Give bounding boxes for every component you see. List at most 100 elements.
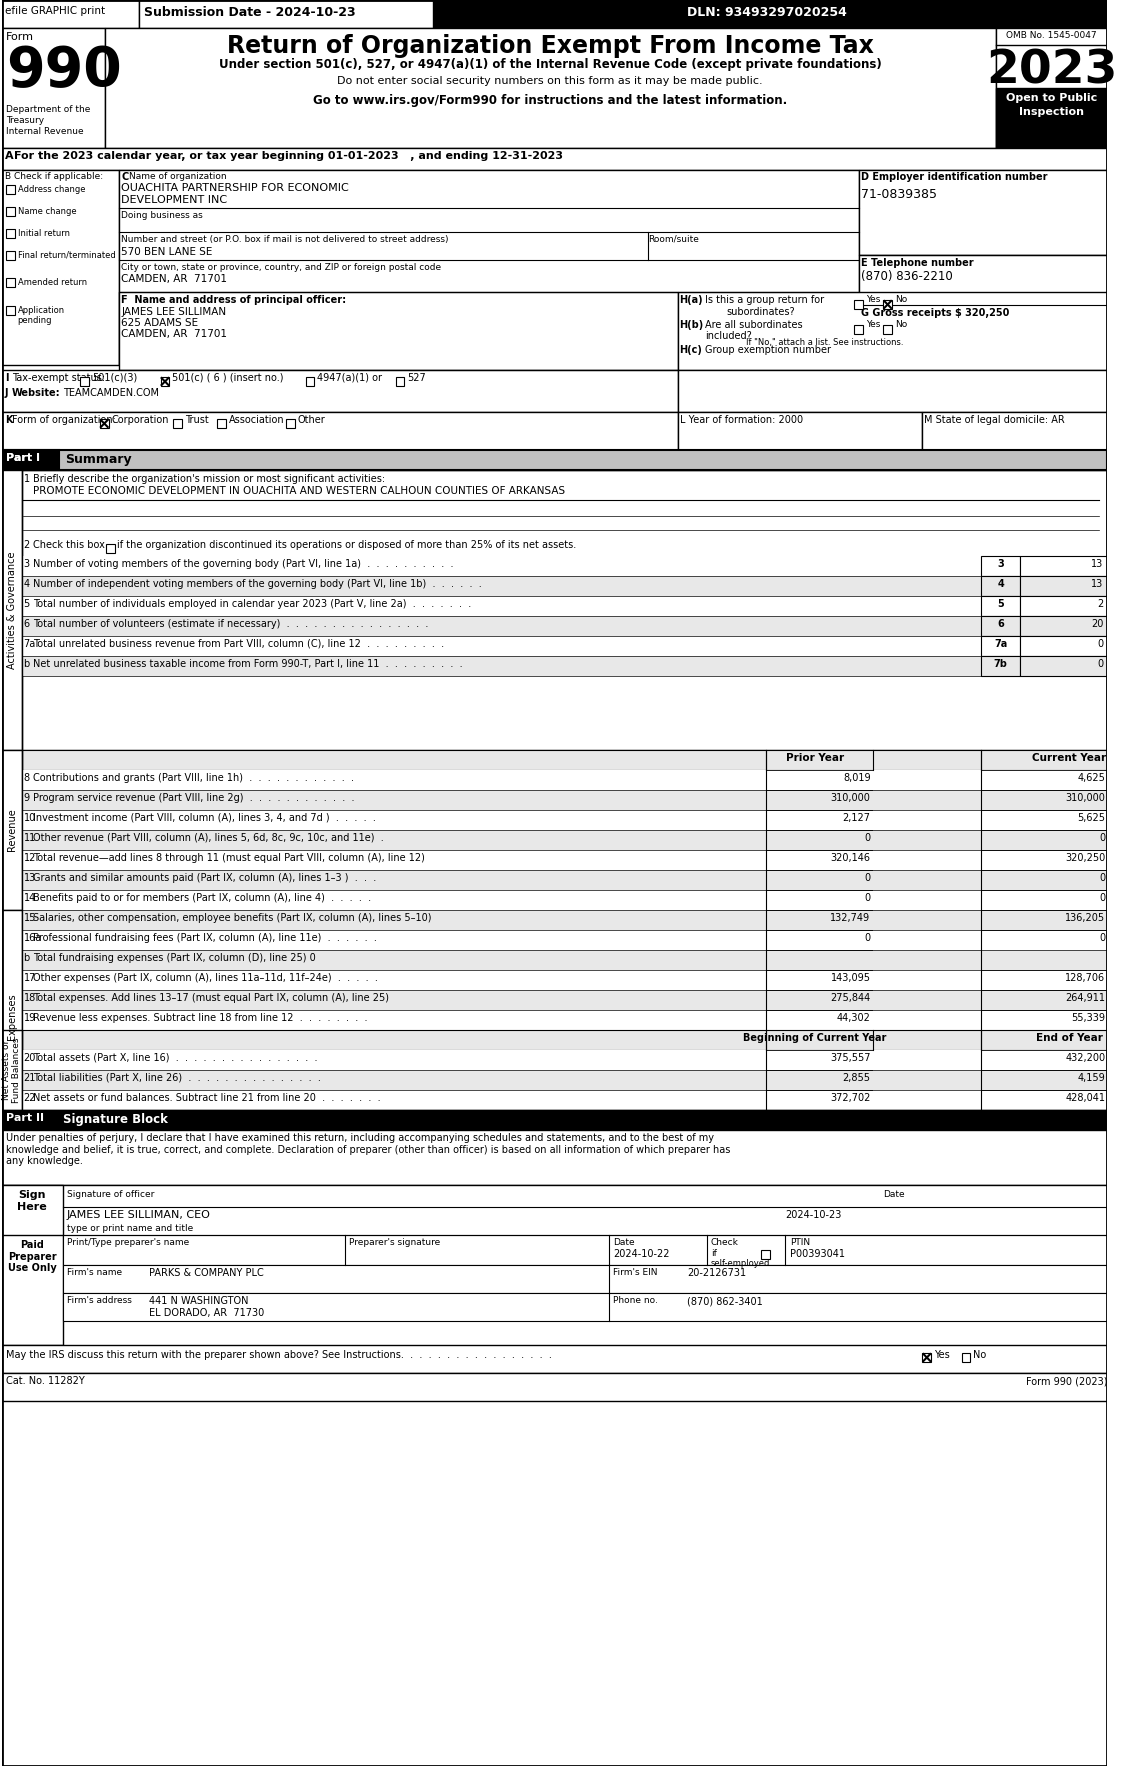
- Text: Doing business as: Doing business as: [122, 210, 203, 221]
- Text: 10: 10: [24, 812, 36, 823]
- Text: 2: 2: [1097, 599, 1103, 609]
- Text: Go to www.irs.gov/Form990 for instructions and the latest information.: Go to www.irs.gov/Form990 for instructio…: [313, 94, 787, 108]
- Text: 0: 0: [1100, 872, 1105, 883]
- Text: b: b: [24, 659, 29, 669]
- Text: Name of organization: Name of organization: [129, 171, 227, 180]
- Text: 990: 990: [6, 44, 122, 97]
- Bar: [996, 88, 1108, 148]
- Bar: [765, 1010, 874, 1030]
- Text: 0: 0: [1097, 659, 1103, 669]
- Bar: [21, 830, 765, 849]
- Bar: [981, 931, 1108, 950]
- Text: Initial return: Initial return: [18, 230, 70, 238]
- Bar: [854, 300, 863, 309]
- Text: 320,250: 320,250: [1066, 853, 1105, 864]
- Bar: [765, 1070, 874, 1090]
- Text: P00393041: P00393041: [790, 1249, 846, 1259]
- Text: b: b: [24, 954, 29, 962]
- Text: 9: 9: [24, 793, 29, 804]
- Bar: [21, 1070, 765, 1090]
- Text: 15: 15: [24, 913, 36, 924]
- Text: 143,095: 143,095: [831, 973, 870, 984]
- Text: Total fundraising expenses (Part IX, column (D), line 25) 0: Total fundraising expenses (Part IX, col…: [33, 954, 316, 962]
- Bar: [2, 0, 139, 28]
- Bar: [2, 0, 1108, 28]
- Text: Summary: Summary: [65, 454, 132, 466]
- Bar: [21, 770, 765, 789]
- Bar: [2, 1185, 1108, 1294]
- Text: 0: 0: [1100, 932, 1105, 943]
- Bar: [981, 849, 1108, 871]
- Bar: [677, 291, 1108, 371]
- Text: 4: 4: [997, 579, 1004, 590]
- Bar: [6, 207, 15, 215]
- Text: Under penalties of perjury, I declare that I have examined this return, includin: Under penalties of perjury, I declare th…: [6, 1134, 730, 1166]
- Text: Yes: Yes: [934, 1349, 949, 1360]
- Bar: [395, 376, 404, 387]
- Text: Address change: Address change: [18, 185, 85, 194]
- Bar: [874, 871, 981, 890]
- Text: City or town, state or province, country, and ZIP or foreign postal code: City or town, state or province, country…: [122, 263, 441, 272]
- Text: 8: 8: [24, 774, 29, 782]
- Text: EL DORADO, AR  71730: EL DORADO, AR 71730: [149, 1309, 264, 1317]
- Text: 570 BEN LANE SE: 570 BEN LANE SE: [122, 247, 212, 258]
- Text: H(b): H(b): [680, 320, 703, 330]
- Text: Beginning of Current Year: Beginning of Current Year: [743, 1033, 886, 1044]
- Text: 16a: 16a: [24, 932, 42, 943]
- Bar: [874, 1070, 981, 1090]
- Text: Submission Date - 2024-10-23: Submission Date - 2024-10-23: [143, 5, 356, 19]
- Bar: [981, 556, 1021, 576]
- Bar: [981, 595, 1021, 616]
- Text: 432,200: 432,200: [1066, 1053, 1105, 1063]
- Text: Briefly describe the organization's mission or most significant activities:: Briefly describe the organization's miss…: [33, 473, 385, 484]
- Text: Are all subordinates: Are all subordinates: [704, 320, 803, 330]
- Bar: [1021, 636, 1108, 655]
- Text: Part II: Part II: [6, 1113, 44, 1123]
- Text: Signature Block: Signature Block: [63, 1113, 167, 1127]
- Text: Firm's address: Firm's address: [67, 1296, 131, 1305]
- Bar: [922, 411, 1108, 450]
- Text: 275,844: 275,844: [830, 992, 870, 1003]
- Text: 8,019: 8,019: [843, 774, 870, 782]
- Text: 2,127: 2,127: [842, 812, 870, 823]
- Text: Open to Public: Open to Public: [1006, 94, 1097, 102]
- Bar: [2, 411, 677, 450]
- Bar: [765, 931, 874, 950]
- Text: Application: Application: [18, 306, 64, 314]
- Text: Preparer's signature: Preparer's signature: [349, 1238, 440, 1247]
- Text: pending: pending: [18, 316, 52, 325]
- Text: 0: 0: [865, 894, 870, 902]
- Text: Final return/terminated: Final return/terminated: [18, 251, 115, 260]
- Text: JAMES LEE SILLIMAN, CEO: JAMES LEE SILLIMAN, CEO: [67, 1210, 210, 1220]
- Text: Internal Revenue: Internal Revenue: [6, 127, 84, 136]
- Bar: [21, 636, 1108, 655]
- Text: PTIN: PTIN: [790, 1238, 811, 1247]
- Text: Net assets or fund balances. Subtract line 21 from line 20  .  .  .  .  .  .  .: Net assets or fund balances. Subtract li…: [33, 1093, 380, 1104]
- Text: 13: 13: [1092, 560, 1103, 569]
- Text: Firm's name: Firm's name: [67, 1268, 122, 1277]
- Text: Name change: Name change: [18, 207, 77, 215]
- Text: 0: 0: [1097, 639, 1103, 648]
- Text: Grants and similar amounts paid (Part IX, column (A), lines 1–3 )  .  .  .: Grants and similar amounts paid (Part IX…: [33, 872, 377, 883]
- Text: H(c): H(c): [680, 344, 702, 355]
- Bar: [765, 970, 874, 991]
- Bar: [160, 376, 169, 387]
- Text: PROMOTE ECONOMIC DEVELOPMENT IN OUACHITA AND WESTERN CALHOUN COUNTIES OF ARKANSA: PROMOTE ECONOMIC DEVELOPMENT IN OUACHITA…: [33, 486, 566, 496]
- Bar: [922, 1353, 931, 1362]
- Bar: [874, 770, 981, 789]
- Bar: [21, 1010, 765, 1030]
- Text: OMB No. 1545-0047: OMB No. 1545-0047: [1006, 32, 1097, 41]
- Bar: [80, 376, 89, 387]
- Bar: [21, 556, 1108, 576]
- Text: 71-0839385: 71-0839385: [860, 187, 937, 201]
- Text: Print/Type preparer's name: Print/Type preparer's name: [67, 1238, 189, 1247]
- Text: Cat. No. 11282Y: Cat. No. 11282Y: [6, 1376, 85, 1386]
- Text: 501(c)(3): 501(c)(3): [93, 373, 138, 383]
- Text: Is this a group return for: Is this a group return for: [704, 295, 824, 306]
- Bar: [677, 411, 922, 450]
- Text: Part I: Part I: [6, 454, 40, 463]
- Bar: [981, 970, 1108, 991]
- Text: 14: 14: [24, 894, 36, 902]
- Text: Group exemption number: Group exemption number: [704, 344, 831, 355]
- Bar: [21, 871, 765, 890]
